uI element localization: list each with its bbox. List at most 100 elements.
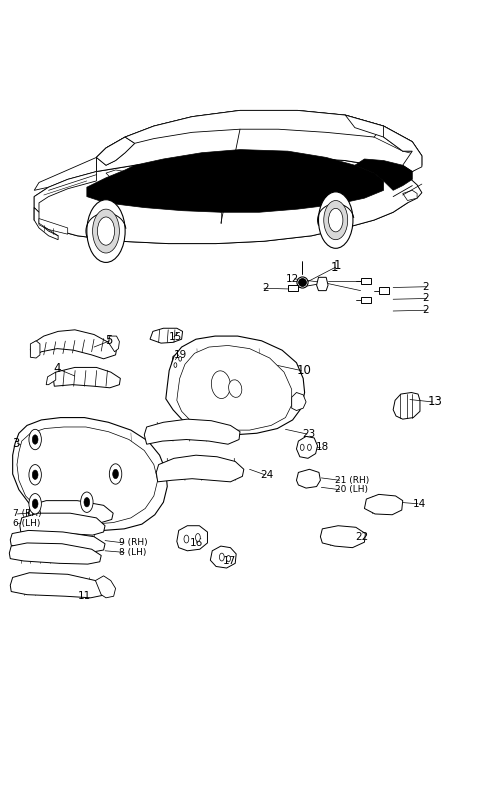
Circle shape (32, 435, 38, 444)
Polygon shape (53, 367, 120, 388)
Polygon shape (34, 195, 408, 243)
Text: 4: 4 (53, 363, 61, 375)
Text: 1: 1 (333, 259, 341, 272)
Polygon shape (172, 353, 184, 371)
Circle shape (93, 209, 120, 253)
Polygon shape (364, 495, 403, 515)
Text: 2: 2 (262, 283, 269, 294)
Polygon shape (10, 573, 104, 598)
Text: 14: 14 (413, 498, 427, 509)
Text: 19: 19 (174, 350, 187, 360)
Polygon shape (360, 297, 371, 303)
Circle shape (29, 465, 41, 485)
Text: 8 (LH): 8 (LH) (120, 548, 147, 557)
Polygon shape (34, 207, 58, 239)
Polygon shape (39, 218, 68, 234)
Text: 18: 18 (316, 443, 329, 452)
Circle shape (32, 470, 38, 480)
Circle shape (32, 499, 38, 509)
Circle shape (109, 464, 122, 484)
Polygon shape (144, 419, 240, 444)
Text: 17: 17 (223, 556, 237, 566)
Polygon shape (30, 341, 40, 358)
Text: 2: 2 (422, 305, 429, 316)
Polygon shape (393, 392, 420, 419)
Circle shape (328, 208, 343, 232)
Polygon shape (166, 336, 305, 435)
Polygon shape (10, 531, 105, 553)
Text: 12: 12 (286, 274, 300, 284)
Polygon shape (30, 330, 117, 359)
Polygon shape (28, 501, 113, 523)
Polygon shape (321, 526, 365, 548)
Text: 7 (RH): 7 (RH) (12, 509, 41, 518)
Polygon shape (106, 111, 422, 156)
Polygon shape (125, 111, 384, 144)
Circle shape (324, 200, 348, 239)
Circle shape (113, 469, 119, 479)
Circle shape (179, 356, 181, 361)
Polygon shape (87, 150, 384, 212)
Circle shape (227, 556, 230, 562)
Circle shape (81, 492, 93, 513)
Text: 3: 3 (12, 437, 20, 450)
Polygon shape (355, 159, 412, 190)
Polygon shape (96, 137, 135, 166)
Circle shape (174, 363, 177, 367)
Circle shape (87, 199, 125, 262)
Polygon shape (360, 278, 371, 284)
Polygon shape (403, 190, 417, 200)
Polygon shape (379, 287, 389, 294)
Polygon shape (292, 392, 306, 411)
Polygon shape (34, 171, 96, 212)
Circle shape (97, 217, 115, 245)
Polygon shape (317, 277, 328, 290)
Ellipse shape (228, 380, 242, 397)
Polygon shape (34, 137, 135, 190)
Text: 13: 13 (428, 396, 443, 408)
Text: 11: 11 (78, 591, 92, 601)
Polygon shape (288, 285, 299, 290)
Polygon shape (177, 345, 292, 430)
Circle shape (300, 444, 304, 451)
Polygon shape (9, 543, 101, 564)
Polygon shape (46, 372, 56, 385)
Text: 21 (RH): 21 (RH) (335, 476, 369, 485)
Text: 22: 22 (355, 531, 368, 542)
Polygon shape (150, 328, 182, 343)
Text: 23: 23 (302, 429, 315, 439)
Polygon shape (34, 158, 422, 243)
Circle shape (308, 444, 312, 451)
Polygon shape (108, 336, 120, 352)
Circle shape (219, 553, 224, 561)
Polygon shape (96, 111, 422, 171)
Text: 10: 10 (297, 364, 312, 377)
Polygon shape (17, 427, 157, 524)
Polygon shape (177, 526, 207, 551)
Text: 1: 1 (331, 261, 338, 274)
Polygon shape (156, 455, 244, 482)
Circle shape (319, 192, 353, 248)
Text: 9 (RH): 9 (RH) (120, 539, 148, 547)
Polygon shape (96, 576, 116, 598)
Polygon shape (264, 190, 283, 197)
Circle shape (84, 498, 90, 507)
Text: 16: 16 (190, 538, 203, 548)
Text: 15: 15 (169, 332, 182, 341)
Text: 20 (LH): 20 (LH) (335, 485, 368, 495)
Ellipse shape (211, 371, 230, 399)
Circle shape (29, 429, 41, 450)
Circle shape (195, 534, 200, 542)
Text: 2: 2 (422, 294, 429, 304)
Polygon shape (210, 546, 236, 568)
Text: 5: 5 (105, 334, 112, 347)
Text: 2: 2 (422, 282, 429, 292)
Polygon shape (297, 436, 318, 458)
Text: 24: 24 (260, 469, 273, 480)
Circle shape (29, 494, 41, 514)
Polygon shape (297, 469, 321, 488)
Polygon shape (345, 115, 412, 152)
Polygon shape (20, 513, 105, 535)
Circle shape (184, 535, 189, 543)
Text: 6 (LH): 6 (LH) (12, 519, 40, 528)
